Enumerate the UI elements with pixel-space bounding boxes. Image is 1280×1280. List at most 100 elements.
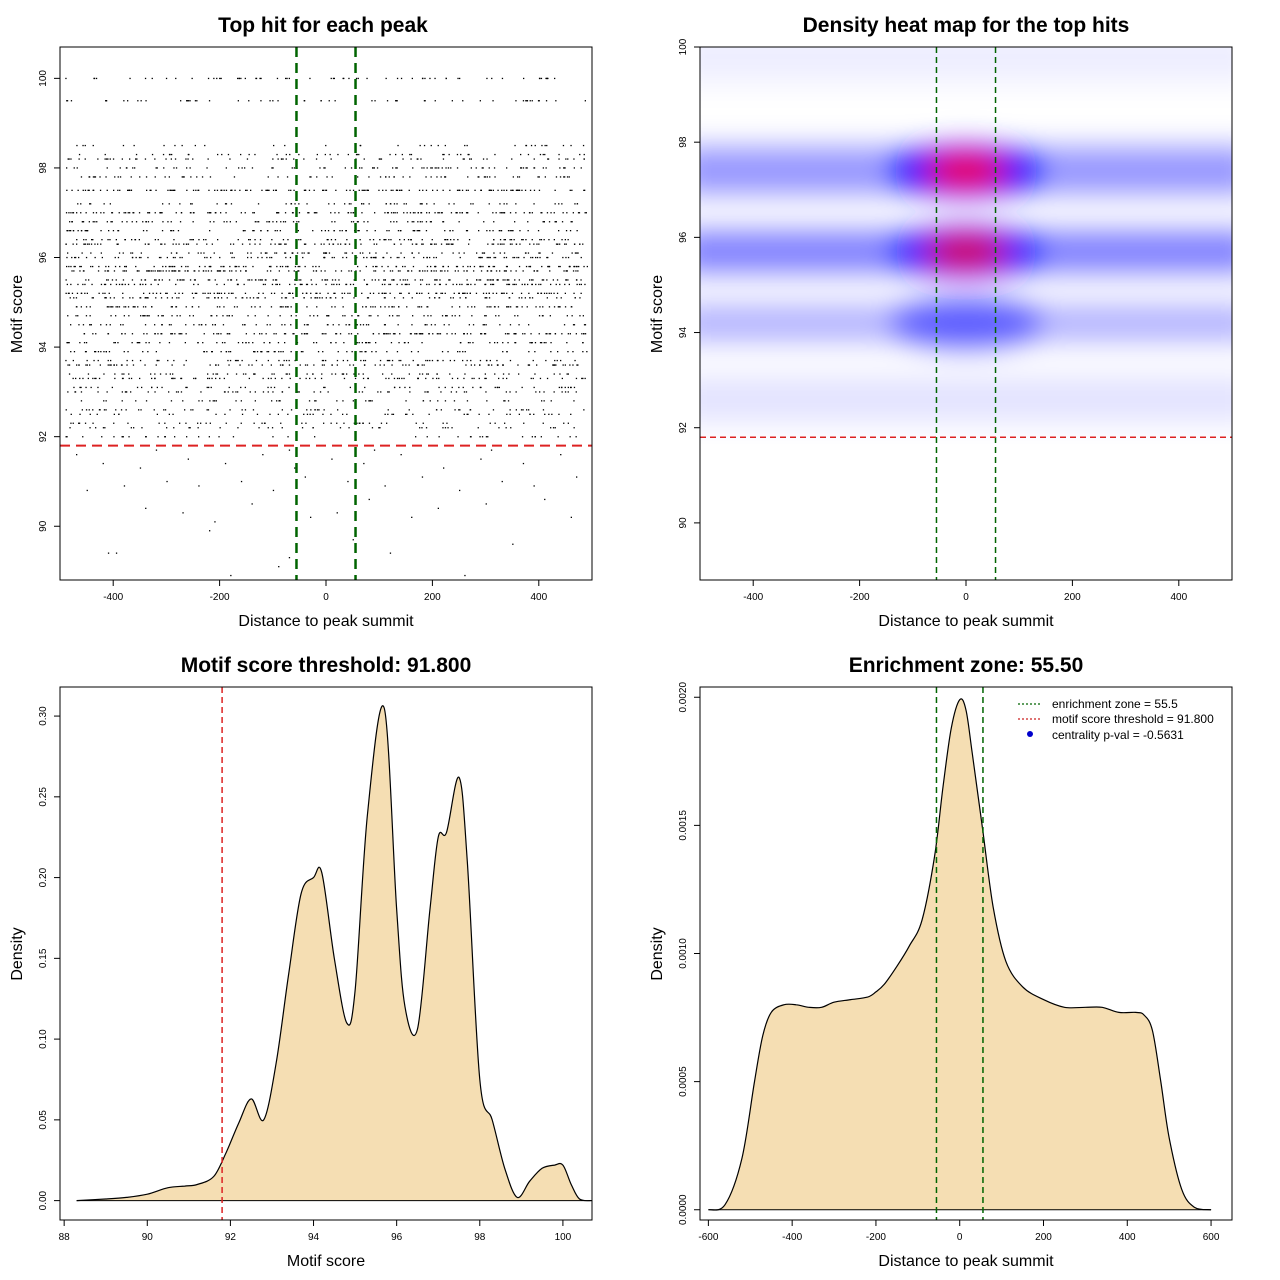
scatter-point — [523, 212, 525, 214]
scatter-point — [466, 400, 469, 402]
scatter-point — [150, 283, 152, 286]
scatter-point — [252, 297, 255, 299]
scatter-point — [371, 100, 373, 102]
scatter-point — [68, 212, 70, 214]
scatter-point — [580, 167, 582, 169]
scatter-point — [403, 256, 405, 259]
scatter-point — [430, 265, 432, 268]
scatter-point — [347, 212, 350, 214]
scatter-point — [489, 189, 491, 191]
scatter-point — [322, 189, 324, 191]
scatter-point — [68, 342, 70, 344]
scatter-point — [155, 292, 158, 294]
scatter-point — [385, 77, 387, 80]
scatter-point — [333, 77, 335, 80]
scatter-point — [340, 270, 343, 272]
scatter-point — [76, 212, 78, 214]
scatter-point — [70, 283, 72, 286]
scatter-point — [561, 203, 563, 205]
scatter-point — [271, 239, 273, 241]
scatter-point — [123, 212, 125, 214]
scatter-point — [517, 364, 519, 366]
scatter-point — [144, 158, 147, 160]
scatter-point — [250, 189, 252, 191]
scatter-point — [319, 167, 321, 169]
scatter-point — [305, 283, 308, 286]
distance-density-x-tick-label: 0 — [957, 1232, 963, 1243]
scatter-point — [281, 324, 283, 326]
scatter-point — [557, 306, 559, 308]
scatter-point — [476, 279, 478, 281]
scatter-point — [67, 364, 69, 366]
scatter-point — [527, 153, 530, 156]
scatter-point — [463, 158, 465, 160]
scatter-point — [524, 283, 526, 286]
scatter-point — [454, 409, 456, 411]
scatter-point — [284, 333, 287, 335]
scatter-point — [109, 297, 112, 299]
scatter-point — [401, 377, 403, 380]
scatter-point — [303, 100, 305, 102]
scatter-point — [323, 422, 325, 424]
scatter-point — [294, 265, 297, 268]
scatter-point — [224, 270, 226, 272]
scatter-point — [230, 189, 232, 191]
heatmap-band — [700, 57, 1232, 84]
scatter-point — [180, 212, 183, 214]
scatter-point — [380, 391, 382, 393]
scatter-point — [458, 315, 461, 317]
scatter-point — [538, 189, 541, 191]
scatter-point — [345, 252, 348, 254]
scatter-point — [247, 279, 249, 281]
scatter-point — [185, 265, 187, 268]
scatter-point — [480, 270, 483, 272]
scatter-point — [503, 189, 505, 191]
scatter-point — [437, 212, 439, 214]
scatter-point — [258, 427, 260, 429]
scatter-point — [333, 203, 335, 205]
scatter-point — [325, 333, 327, 335]
scatter-point — [363, 203, 365, 205]
scatter-point — [174, 333, 176, 335]
scatter-point — [584, 324, 587, 326]
scatter-point — [312, 270, 315, 272]
scatter-point — [166, 427, 168, 429]
scatter-point — [155, 364, 157, 366]
scatter-point — [494, 256, 497, 259]
scatter-point — [399, 386, 401, 389]
scatter-point — [281, 265, 284, 268]
scatter-point — [522, 270, 524, 272]
scatter-point — [81, 409, 83, 411]
scatter-point — [349, 386, 351, 389]
scatter-point — [312, 373, 314, 375]
scatter-point — [310, 297, 312, 299]
scatter-point — [272, 489, 275, 492]
scatter-point — [538, 315, 541, 317]
scatter-point — [484, 176, 487, 178]
scatter-point — [85, 212, 87, 214]
scatter-point — [128, 189, 130, 191]
scatter-point — [437, 400, 439, 402]
scatter-point — [396, 315, 398, 317]
scatter-point — [266, 189, 268, 191]
scatter-point — [416, 230, 418, 232]
scatter-point — [438, 167, 440, 169]
scatter-point — [238, 167, 240, 169]
scatter-point — [170, 306, 172, 308]
scatter-point — [509, 243, 512, 245]
scatter-point — [508, 333, 510, 335]
scatter-point — [162, 315, 164, 317]
scatter-point — [510, 189, 512, 191]
scatter-point — [71, 292, 74, 294]
scatter-point — [435, 279, 437, 281]
scatter-point — [78, 158, 80, 160]
heatmap-y-tick-label: 90 — [678, 517, 689, 529]
scatter-point — [493, 256, 495, 259]
scatter-point — [279, 306, 281, 308]
scatter-point — [270, 243, 272, 245]
scatter-point — [444, 176, 446, 178]
scatter-point — [574, 252, 577, 254]
scatter-point — [227, 391, 229, 393]
scatter-point — [492, 279, 494, 281]
scatter-point — [355, 153, 358, 156]
